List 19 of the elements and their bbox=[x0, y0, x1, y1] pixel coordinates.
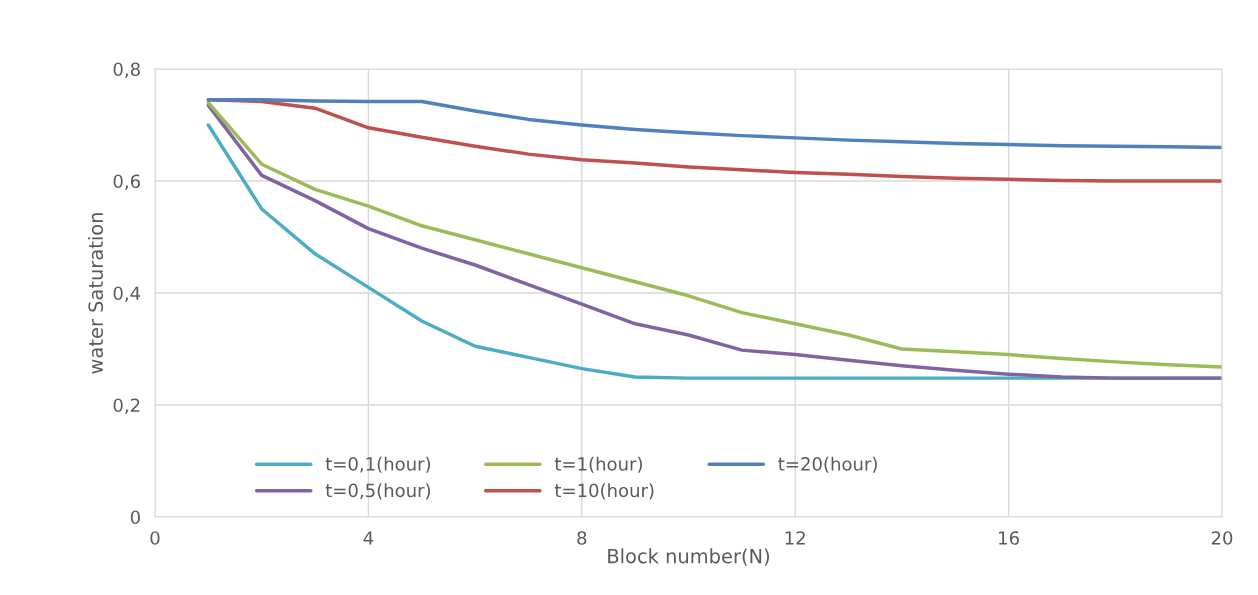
legend-label: t=0,1(hour) bbox=[325, 456, 431, 473]
y-tick-label: 0,8 bbox=[113, 62, 140, 78]
x-tick-label: 20 bbox=[1211, 531, 1233, 545]
y-tick-label: 0,6 bbox=[113, 174, 140, 190]
x-tick-label: 4 bbox=[363, 531, 374, 545]
y-tick-label: 0,2 bbox=[113, 398, 140, 414]
legend-label: t=20(hour) bbox=[778, 456, 877, 473]
legend-label: t=1(hour) bbox=[554, 456, 642, 473]
y-tick-label: 0,4 bbox=[113, 286, 141, 302]
line-series bbox=[206, 98, 1222, 150]
x-tick-label: 16 bbox=[999, 531, 1019, 545]
legend-label: t=0,5(hour) bbox=[325, 483, 431, 500]
y-axis-title: water Saturation bbox=[88, 213, 104, 374]
x-axis-title: Block number(N) bbox=[608, 548, 770, 566]
x-tick-label: 8 bbox=[577, 531, 587, 545]
y-tick-label: 0 bbox=[130, 510, 140, 525]
legend-label: t=10(hour) bbox=[554, 483, 654, 500]
x-tick-label: 12 bbox=[785, 531, 805, 545]
x-tick-label: 0 bbox=[150, 531, 160, 545]
